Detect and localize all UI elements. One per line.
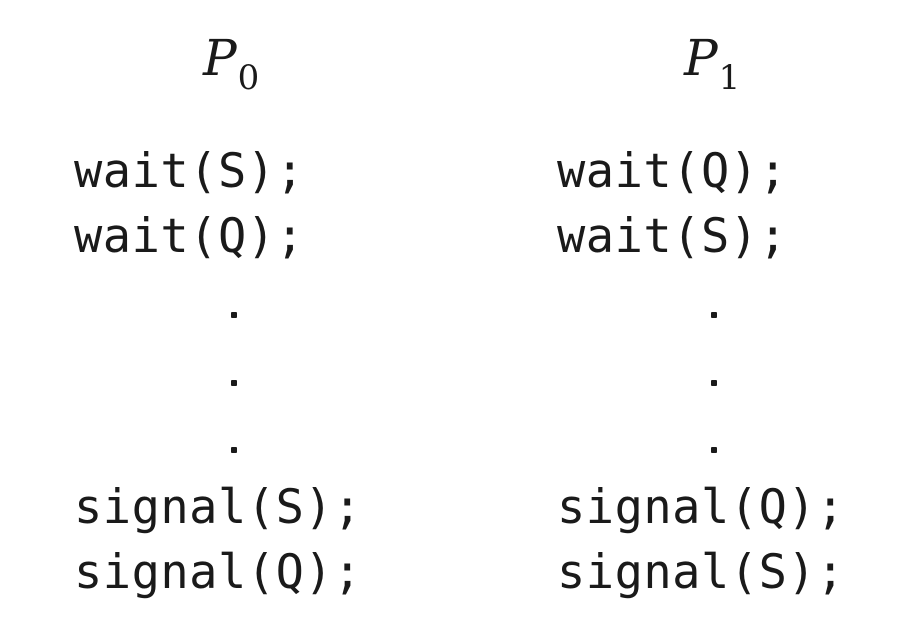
process-title-p1: P1 xyxy=(684,28,740,98)
code-line-signal-2: signal(Q); xyxy=(74,545,362,600)
process-p1-column: P1 wait(Q); wait(S); signal(Q); signal(S… xyxy=(456,0,913,640)
code-line-wait-1: wait(Q); xyxy=(557,144,788,199)
process-name: P xyxy=(203,29,237,87)
ellipsis-dot xyxy=(711,312,717,318)
code-line-signal-1: signal(Q); xyxy=(557,480,845,535)
code-line-signal-2: signal(S); xyxy=(557,545,845,600)
process-subscript: 1 xyxy=(718,58,741,98)
code-line-wait-2: wait(S); xyxy=(557,209,788,264)
ellipsis-dot xyxy=(711,447,717,453)
code-line-signal-1: signal(S); xyxy=(74,480,362,535)
code-line-wait-1: wait(S); xyxy=(74,144,305,199)
ellipsis-dot xyxy=(711,380,717,386)
ellipsis-dot xyxy=(231,447,237,453)
ellipsis-dot xyxy=(231,312,237,318)
process-subscript: 0 xyxy=(237,58,260,98)
process-p0-column: P0 wait(S); wait(Q); signal(S); signal(Q… xyxy=(0,0,456,640)
ellipsis-dot xyxy=(231,380,237,386)
code-line-wait-2: wait(Q); xyxy=(74,209,305,264)
process-name: P xyxy=(684,29,718,87)
process-title-p0: P0 xyxy=(203,28,259,98)
